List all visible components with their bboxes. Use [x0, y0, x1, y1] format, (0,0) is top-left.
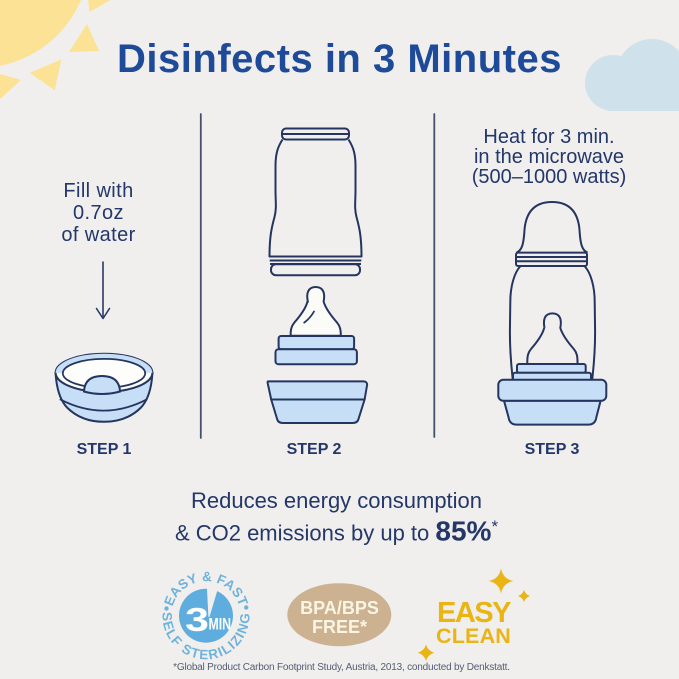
svg-text:3: 3: [185, 602, 209, 639]
svg-text:MIN: MIN: [209, 615, 232, 633]
